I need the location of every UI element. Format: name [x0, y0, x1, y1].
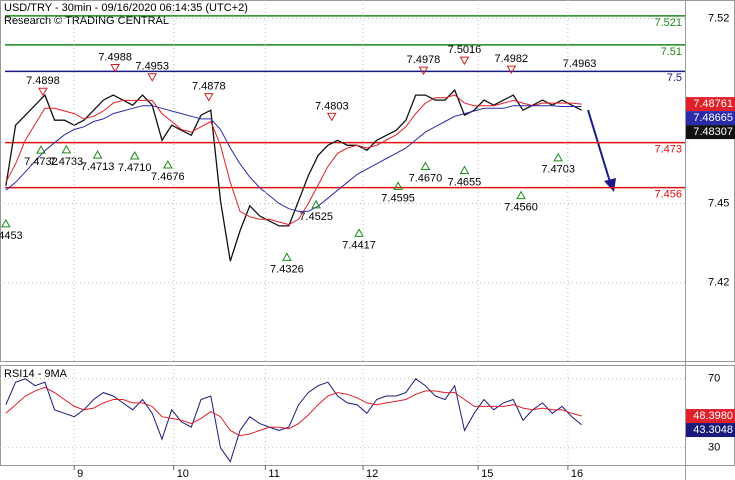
y-tick-label: 7.42 [708, 277, 729, 289]
current-value-label: 7.48761 [693, 98, 733, 110]
pivot-marker [0, 218, 11, 228]
rsi-title: RSI14 - 9MA [4, 368, 68, 380]
pivot-label: 7.4803 [315, 100, 349, 112]
y-tick-label: 7.45 [708, 197, 729, 209]
pivot-label: 7.4710 [118, 162, 152, 174]
pivot-label: 7.4595 [381, 192, 415, 204]
pivot-marker [393, 181, 403, 190]
forecast-arrow [587, 109, 616, 192]
pivot-marker [38, 87, 48, 97]
pivot-marker [311, 199, 322, 209]
current-value-label: 48.3980 [693, 410, 733, 422]
current-value-label: 43.3048 [693, 424, 733, 436]
pivot-marker [92, 150, 103, 159]
pivot-marker [326, 112, 337, 122]
pivot-marker [418, 66, 429, 76]
current-value-box [686, 97, 735, 112]
pivot-marker [162, 159, 173, 169]
pivot-marker [129, 150, 140, 160]
x-tick-label: 11 [268, 468, 279, 480]
pivot-label: 7.4703 [541, 164, 575, 176]
current-value-label: 7.48307 [693, 126, 733, 138]
level-label: 7.521 [654, 17, 682, 29]
pivot-marker [354, 228, 364, 237]
pivot-label: 7.4655 [448, 176, 482, 188]
x-tick-label: 12 [366, 468, 378, 480]
pivot-marker [553, 152, 564, 162]
x-tick-label: 9 [77, 468, 83, 480]
current-value-box [686, 125, 735, 140]
y-tick-label: 70 [708, 373, 720, 385]
rsi-panel-frame [0, 365, 735, 466]
pivot-marker [203, 93, 214, 102]
y-tick-label: 30 [708, 442, 720, 454]
series-line [5, 105, 582, 212]
current-value-box [686, 423, 735, 438]
pivot-marker [110, 64, 121, 73]
pivot-label: 7.4988 [98, 51, 132, 63]
pivot-marker [516, 190, 526, 200]
pivot-label: 7.4670 [409, 172, 443, 184]
series-line [5, 94, 582, 226]
pivot-label: 7.4676 [151, 171, 185, 183]
level-label: 7.456 [654, 189, 682, 201]
chart-title: USD/TRY - 30min - 09/16/2020 06:14:35 (U… [4, 2, 248, 14]
chart-subtitle: Research © TRADING CENTRAL [4, 15, 169, 27]
pivot-label: 7.4898 [26, 75, 60, 87]
pivot-marker [147, 73, 158, 82]
y-tick-label: 7.52 [708, 12, 729, 24]
pivot-label: 7.4982 [494, 53, 528, 65]
pivot-label: 7.4963 [563, 58, 597, 70]
pivot-label: 7.5016 [448, 44, 482, 56]
level-label: 7.473 [654, 144, 682, 156]
pivot-marker [459, 165, 470, 175]
pivot-label: 7.4878 [192, 80, 226, 92]
level-label: 7.51 [661, 46, 682, 58]
x-tick-label: 10 [177, 468, 189, 480]
pivot-marker [61, 144, 72, 154]
series-line [5, 378, 582, 463]
pivot-marker [420, 161, 431, 171]
pivot-label: 7.4417 [342, 239, 376, 251]
pivot-label: 7.4326 [270, 263, 304, 275]
current-value-box [686, 111, 735, 126]
current-value-label: 7.48665 [693, 112, 733, 124]
pivot-label: 7.4713 [81, 161, 115, 173]
pivot-label: 7.4953 [135, 61, 169, 73]
pivot-label: 7.4453 [0, 230, 23, 242]
series-line [5, 88, 582, 262]
pivot-label: 7.4733 [50, 156, 84, 168]
pivot-marker [36, 145, 46, 154]
pivot-label: 7.4732 [24, 156, 58, 168]
pivot-label: 7.4978 [407, 54, 441, 66]
x-tick-label: 16 [571, 468, 583, 480]
level-label: 7.5 [667, 72, 682, 84]
pivot-marker [506, 65, 517, 75]
pivot-label: 7.4525 [299, 211, 333, 223]
pivot-marker [282, 252, 292, 261]
current-value-box [686, 409, 735, 424]
pivot-label: 7.4560 [504, 202, 538, 214]
series-line [5, 386, 582, 437]
x-tick-label: 15 [481, 468, 493, 480]
pivot-marker [459, 56, 470, 66]
